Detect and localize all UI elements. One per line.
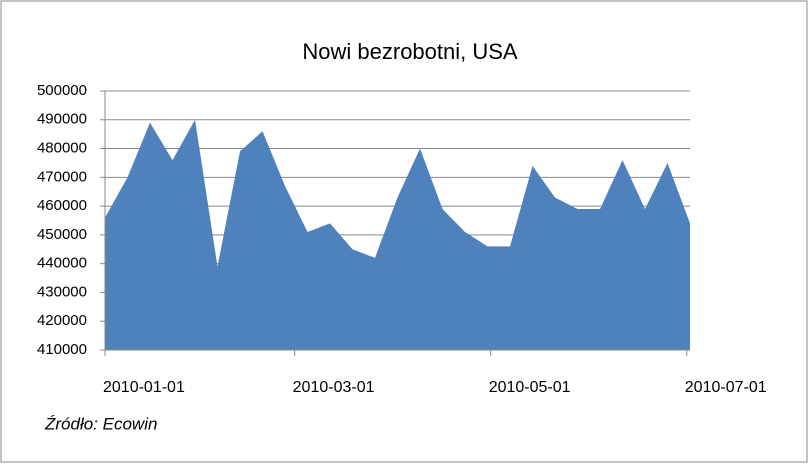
y-tick-label: 410000 <box>37 341 87 358</box>
x-tick-label: 2010-01-01 <box>103 379 185 396</box>
y-tick-label: 420000 <box>37 312 87 329</box>
y-tick-label: 470000 <box>37 168 87 185</box>
y-tick-label: 440000 <box>37 255 87 272</box>
y-tick-label: 450000 <box>37 226 87 243</box>
chart-title: Nowi bezrobotni, USA <box>302 39 518 64</box>
x-tick-label: 2010-05-01 <box>489 379 571 396</box>
y-tick-label: 500000 <box>37 82 87 99</box>
y-tick-label: 460000 <box>37 197 87 214</box>
x-tick-label: 2010-07-01 <box>685 379 767 396</box>
y-tick-label: 430000 <box>37 283 87 300</box>
area <box>105 119 690 351</box>
y-tick-label: 480000 <box>37 140 87 157</box>
x-tick-label: 2010-03-01 <box>293 379 375 396</box>
y-tick-label: 490000 <box>37 111 87 128</box>
source-note: Źródło: Ecowin <box>44 414 157 433</box>
